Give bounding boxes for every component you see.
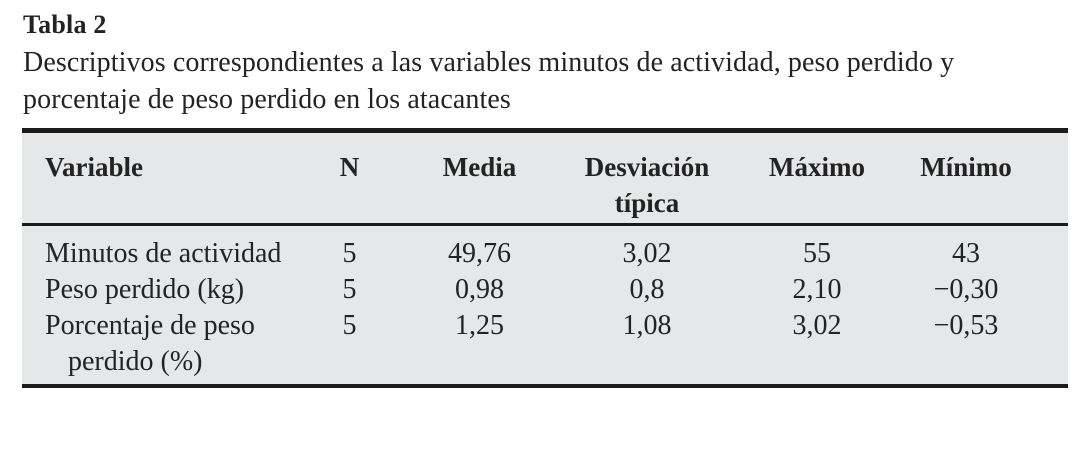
col-header-minimo: Mínimo [897,133,1068,226]
cell-maximo: 55 [803,238,831,269]
cell-maximo: 2,10 [792,274,842,305]
table-container: Variable N Media Desviación típica Máxim… [22,128,1068,388]
cell-minimo: −0,53 [933,310,999,341]
cell-media: 1,25 [455,310,504,341]
col-header-variable: Variable [22,133,297,226]
col-header-media: Media [402,133,557,226]
table-label: Tabla 2 [23,10,107,39]
table-row: Minutos de actividad 5 49,76 3,02 55 43 [22,225,1068,273]
cell-n: 5 [342,238,357,269]
col-header-desviacion-tipica: Desviación típica [557,133,737,226]
cell-variable: Peso perdido (kg) [45,274,245,305]
col-header-maximo: Máximo [737,133,897,226]
cell-maximo: 3,02 [792,310,842,341]
cell-media: 49,76 [448,238,511,269]
cell-desviacion-tipica: 0,8 [629,274,665,305]
cell-n: 5 [342,310,357,341]
header-row: Variable N Media Desviación típica Máxim… [22,133,1068,226]
cell-media: 0,98 [455,274,504,305]
cell-minimo: 43 [952,238,980,269]
cell-variable: Minutos de actividad [45,238,282,269]
cell-desviacion-tipica: 3,02 [622,238,672,269]
col-header-n: N [297,133,402,226]
table-row: Porcentaje de peso perdido (%) 5 1,25 1,… [22,308,1068,384]
cell-desviacion-tipica: 1,08 [622,310,672,341]
cell-variable: Porcentaje de peso perdido (%) [45,310,255,377]
cell-n: 5 [342,274,357,305]
descriptives-table: Variable N Media Desviación típica Máxim… [22,133,1068,384]
table-row: Peso perdido (kg) 5 0,98 0,8 2,10 −0,30 [22,272,1068,308]
table-caption: Descriptivos correspondientes a las vari… [23,47,955,115]
cell-minimo: −0,30 [933,274,999,305]
